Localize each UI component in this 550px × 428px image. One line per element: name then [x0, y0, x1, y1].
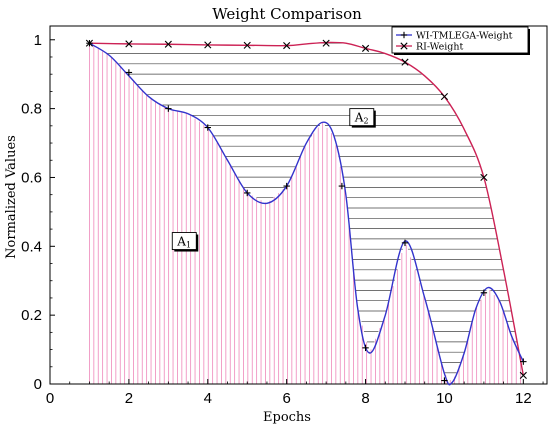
legend-box — [391, 26, 529, 54]
y-tick-label: 0 — [34, 376, 42, 393]
x-tick-label: 8 — [361, 390, 369, 407]
x-axis-label: Epochs — [263, 410, 311, 425]
axes: 0 2 4 6 8 10 12 0 0.2 0.4 0.6 0.8 1 — [21, 25, 548, 407]
y-tick-label: 0.8 — [21, 101, 42, 118]
region-label-a1: A1 — [171, 232, 199, 252]
x-tick-label: 2 — [125, 390, 133, 407]
region-annotations: A1 A2 — [171, 108, 376, 252]
ri-weight-data-point — [125, 40, 133, 48]
ri-weight-data-point — [204, 41, 212, 49]
y-tick-label: 0.4 — [21, 238, 42, 255]
y-axis-label: Normalized Values — [4, 135, 19, 259]
ri-weight-data-point — [480, 173, 488, 182]
wi-tmlega-data-point — [480, 289, 488, 296]
legend-entry-wi-tmlega: WI-TMLEGA-Weight — [396, 31, 513, 42]
wi-tmlega-data-point — [338, 182, 346, 190]
wi-tmlega-data-point — [520, 358, 527, 365]
legend-marker — [400, 42, 408, 50]
wi-tmlega-data-point — [204, 124, 211, 131]
wi-tmlega-data-point — [244, 189, 251, 197]
series-curves — [89, 41, 525, 386]
wi-tmlega-data-point — [165, 105, 172, 112]
legend-label: WI-TMLEGA-Weight — [416, 31, 513, 42]
ri-weight-data-point — [361, 44, 370, 52]
wi-tmlega-data-point — [441, 377, 448, 384]
ri-weight-data-point — [283, 42, 291, 50]
ri-weight-data-point — [322, 39, 330, 47]
y-tick-label: 0.6 — [21, 169, 42, 186]
legend-entry-ri-weight: RI-Weight — [396, 42, 463, 53]
wi-tmlega-weight-line — [89, 42, 524, 386]
chart-title: Weight Comparison — [212, 5, 362, 23]
ri-weight-data-point — [440, 92, 449, 101]
ri-weight-data-point — [243, 41, 251, 49]
y-tick-label: 0.2 — [21, 307, 42, 324]
ri-weight-data-point — [85, 39, 94, 47]
wi-tmlega-data-point — [401, 239, 409, 247]
wi-tmlega-data-point — [125, 69, 133, 76]
wi-tmlega-data-point — [283, 182, 290, 190]
ri-weight-line — [89, 41, 525, 376]
ri-weight-data-point — [164, 40, 172, 48]
legend-marker — [400, 31, 408, 39]
x-tick-label: 12 — [515, 390, 532, 407]
x-tick-label: 10 — [436, 390, 453, 407]
x-tick-label: 4 — [204, 390, 212, 407]
wi-tmlega-data-point — [362, 344, 369, 352]
x-tick-label: 0 — [46, 390, 54, 407]
ri-weight-data-point — [401, 58, 409, 66]
x-tick-label: 6 — [282, 390, 290, 407]
ri-weight-data-point — [519, 371, 527, 379]
y-tick-label: 1 — [34, 32, 42, 49]
series-markers — [85, 39, 527, 384]
area-fill-hatching — [89, 42, 522, 384]
legend-label: RI-Weight — [416, 42, 463, 53]
plot-frame — [49, 25, 548, 385]
region-label-a2: A2 — [349, 108, 376, 128]
